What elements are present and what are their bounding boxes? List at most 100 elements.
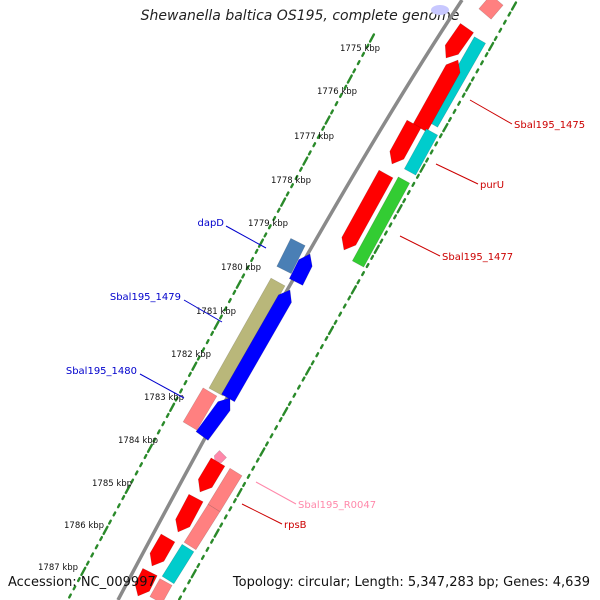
tick-mark — [425, 157, 430, 163]
callout-line — [241, 503, 283, 525]
tick-mark — [461, 92, 466, 98]
tick-mark — [183, 380, 188, 386]
callout-line — [225, 225, 267, 249]
feature-cds-rpsB — [175, 493, 204, 533]
feature-cds-dapD — [276, 237, 306, 275]
tick-mark — [330, 109, 334, 115]
tick-mark — [285, 191, 290, 197]
tick-mark — [241, 273, 246, 279]
tick-mark — [379, 238, 384, 244]
feature-cds-sbal195-1480 — [195, 397, 231, 441]
tick-mark — [130, 478, 135, 484]
tick-mark — [470, 76, 475, 82]
tick-mark — [287, 400, 292, 406]
tick-mark — [196, 562, 201, 569]
tick-mark — [452, 108, 457, 115]
tick-mark — [388, 222, 393, 228]
tick-mark — [263, 232, 268, 238]
tick-mark — [298, 166, 303, 172]
tick-mark — [346, 74, 353, 84]
feature-pseudo — [478, 0, 504, 20]
kbp-label: 1783 kbp — [144, 393, 184, 403]
tick-mark — [321, 125, 326, 131]
tick-mark — [255, 457, 260, 463]
tick-mark — [102, 525, 109, 536]
tick-mark — [356, 279, 361, 285]
tick-mark — [152, 437, 157, 443]
tick-mark — [134, 470, 139, 476]
tick-mark — [121, 494, 126, 501]
feature-cds — [444, 22, 475, 59]
tick-mark — [278, 416, 283, 423]
tick-mark — [124, 484, 131, 495]
tick-mark — [210, 330, 215, 337]
tick-mark — [191, 361, 198, 371]
tick-mark — [507, 11, 512, 17]
tick-mark — [383, 230, 388, 236]
callout-line — [255, 481, 297, 505]
tick-mark — [72, 585, 77, 591]
tick-mark — [368, 33, 376, 43]
feature-marker — [431, 5, 449, 15]
tick-mark — [257, 238, 265, 248]
tick-mark — [312, 142, 317, 148]
tick-mark — [90, 552, 95, 558]
backbone-line — [116, 0, 480, 600]
tick-mark — [361, 51, 366, 58]
gene-label: dapD — [197, 218, 224, 229]
tick-mark — [174, 396, 179, 402]
gene-label: Sbal195_R0047 — [298, 500, 376, 511]
tick-mark — [99, 535, 104, 542]
kbp-label: 1779 kbp — [248, 219, 288, 229]
tick-mark — [228, 506, 233, 512]
tick-mark — [179, 388, 183, 394]
tick-mark — [327, 325, 335, 336]
tick-mark — [76, 576, 81, 583]
tick-mark — [493, 35, 498, 42]
tick-mark — [411, 181, 416, 188]
tick-mark — [267, 224, 272, 230]
kbp-label: 1775 kbp — [340, 44, 380, 54]
tick-mark — [250, 256, 255, 263]
tick-mark — [370, 254, 375, 260]
gene-callouts: Sbal195_1475 purU Sbal195_1477 dapD Sbal195_… — [66, 99, 585, 531]
tick-mark — [302, 156, 309, 166]
tick-mark — [457, 100, 462, 106]
tick-mark — [334, 101, 339, 107]
tick-mark — [213, 528, 220, 538]
callout-line — [435, 163, 479, 185]
feature-pseudo-1480 — [182, 387, 218, 431]
tick-mark — [361, 271, 365, 277]
tick-mark — [475, 68, 480, 74]
tick-mark — [282, 406, 289, 417]
tick-mark — [324, 115, 331, 125]
tick-mark — [324, 335, 329, 342]
tick-mark — [438, 133, 443, 139]
genome-title: Shewanella baltica OS195, complete genom… — [140, 8, 460, 24]
backbone-arc — [116, 0, 464, 600]
feature-track — [134, 0, 504, 600]
tick-mark — [373, 244, 380, 254]
gene-label: Sbal195_1480 — [66, 366, 137, 377]
feature-cds — [134, 567, 158, 597]
tick-mark — [347, 295, 352, 301]
feature-cds-olive — [208, 277, 286, 397]
tick-mark — [333, 319, 338, 325]
tick-mark — [251, 465, 256, 471]
tick-mark — [498, 27, 503, 33]
tick-mark — [419, 163, 426, 173]
tick-mark — [304, 366, 312, 376]
tick-mark — [219, 522, 224, 528]
tick-mark — [219, 314, 223, 320]
tick-mark — [139, 462, 144, 468]
tick-mark — [315, 352, 320, 358]
outer-tick-track — [68, 33, 376, 599]
tick-mark — [200, 554, 205, 561]
tick-mark — [415, 173, 420, 179]
tick-mark — [269, 433, 274, 439]
tick-mark — [236, 487, 243, 498]
tick-mark — [264, 441, 269, 447]
tick-mark — [319, 344, 324, 350]
tick-mark — [169, 402, 176, 412]
